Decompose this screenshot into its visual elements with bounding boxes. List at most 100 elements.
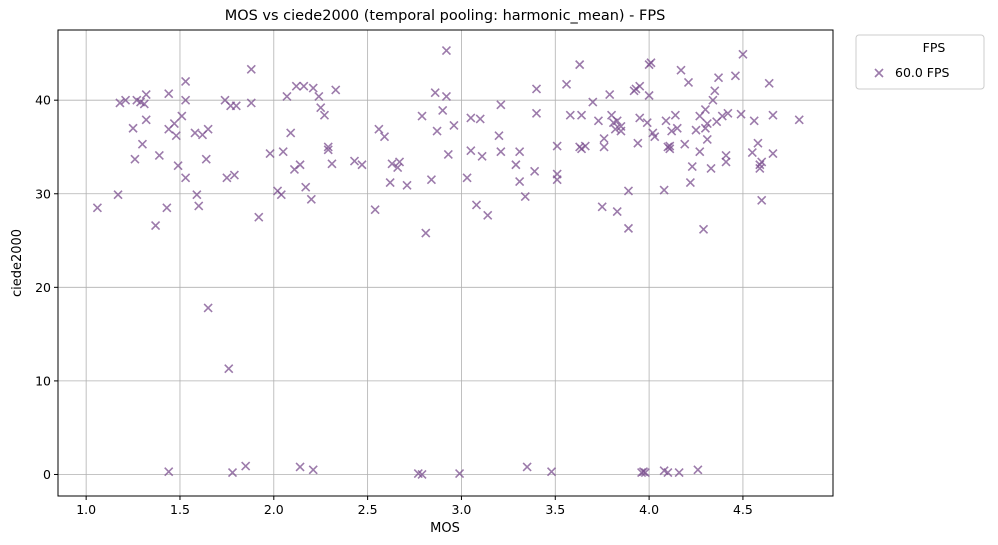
data-point xyxy=(227,468,238,478)
marker-stroke xyxy=(612,116,622,126)
data-point xyxy=(753,138,763,148)
marker-stroke xyxy=(306,194,316,204)
data-point xyxy=(723,108,733,118)
marker-stroke xyxy=(768,110,778,120)
marker-stroke xyxy=(327,159,337,169)
data-point xyxy=(565,110,575,120)
data-point xyxy=(265,148,275,159)
marker-stroke xyxy=(286,128,296,138)
data-point xyxy=(710,86,720,96)
marker-stroke xyxy=(552,141,562,151)
marker-stroke xyxy=(455,468,465,479)
data-point xyxy=(323,145,333,155)
marker-stroke xyxy=(764,78,774,88)
data-point xyxy=(522,462,532,472)
marker-stroke xyxy=(295,462,305,472)
marker-stroke xyxy=(747,148,757,158)
marker-stroke xyxy=(171,131,181,141)
data-point xyxy=(670,110,680,120)
marker-stroke xyxy=(593,116,604,126)
marker-stroke xyxy=(370,205,380,215)
marker-stroke xyxy=(738,49,748,59)
data-point xyxy=(308,465,318,475)
data-point xyxy=(370,205,380,215)
marker-stroke xyxy=(511,160,521,170)
marker-stroke xyxy=(650,132,660,142)
data-point xyxy=(154,150,164,160)
legend-box xyxy=(855,34,985,90)
marker-stroke xyxy=(687,162,697,172)
data-point xyxy=(455,468,465,479)
marker-stroke xyxy=(173,161,183,171)
x-tick-label: 1.5 xyxy=(170,502,190,517)
data-point xyxy=(483,210,493,220)
marker-stroke xyxy=(623,223,634,233)
marker-stroke xyxy=(565,110,575,120)
marker-stroke xyxy=(417,111,427,121)
data-point xyxy=(730,71,740,81)
data-point xyxy=(162,203,172,213)
data-point xyxy=(128,123,138,133)
marker-stroke xyxy=(648,128,658,138)
marker-stroke xyxy=(702,134,712,145)
legend-marker-x xyxy=(874,68,884,78)
marker-stroke xyxy=(685,177,695,188)
data-point xyxy=(194,201,204,211)
data-point xyxy=(576,110,587,120)
marker-stroke xyxy=(736,109,746,119)
data-point xyxy=(192,190,202,200)
data-point xyxy=(299,81,309,91)
marker-stroke xyxy=(430,88,440,98)
marker-stroke xyxy=(691,125,701,135)
marker-stroke xyxy=(231,101,241,111)
data-point xyxy=(462,173,472,183)
marker-stroke xyxy=(113,190,123,200)
marker-stroke xyxy=(515,177,525,187)
marker-stroke xyxy=(432,126,442,136)
data-point xyxy=(700,123,710,133)
data-point xyxy=(441,46,452,56)
marker-stroke xyxy=(254,212,264,222)
marker-stroke xyxy=(162,203,172,213)
marker-stroke xyxy=(605,90,615,100)
marker-stroke xyxy=(700,104,710,115)
data-point xyxy=(173,161,183,171)
data-point xyxy=(203,303,213,313)
data-point xyxy=(190,128,200,138)
marker-stroke xyxy=(576,110,587,120)
marker-stroke xyxy=(177,111,187,121)
data-point xyxy=(181,173,191,183)
data-point xyxy=(331,85,341,95)
marker-stroke xyxy=(246,98,256,108)
y-tick-label: 20 xyxy=(35,280,51,295)
marker-stroke xyxy=(659,466,669,476)
marker-stroke xyxy=(693,465,703,475)
data-point xyxy=(246,98,256,108)
data-point xyxy=(316,103,326,113)
data-point xyxy=(169,119,179,129)
data-point xyxy=(717,111,727,121)
data-point xyxy=(164,467,174,477)
marker-stroke xyxy=(496,147,506,157)
x-tick-label: 2.5 xyxy=(358,502,378,517)
data-point xyxy=(115,98,125,108)
marker-stroke xyxy=(441,91,452,102)
marker-stroke xyxy=(794,115,804,125)
marker-stroke xyxy=(192,190,202,200)
marker-stroke xyxy=(768,148,778,159)
marker-stroke xyxy=(466,146,476,156)
marker-stroke xyxy=(194,201,204,211)
data-point xyxy=(151,221,161,231)
marker-stroke xyxy=(374,124,384,134)
data-point xyxy=(635,81,645,91)
data-points xyxy=(92,46,804,480)
data-point xyxy=(685,177,695,188)
data-point xyxy=(357,160,367,170)
marker-stroke xyxy=(616,121,626,131)
data-point xyxy=(222,173,232,183)
marker-stroke xyxy=(757,157,767,167)
data-point xyxy=(755,163,765,174)
data-point xyxy=(282,91,292,102)
marker-stroke xyxy=(663,468,673,478)
marker-stroke xyxy=(700,123,710,133)
